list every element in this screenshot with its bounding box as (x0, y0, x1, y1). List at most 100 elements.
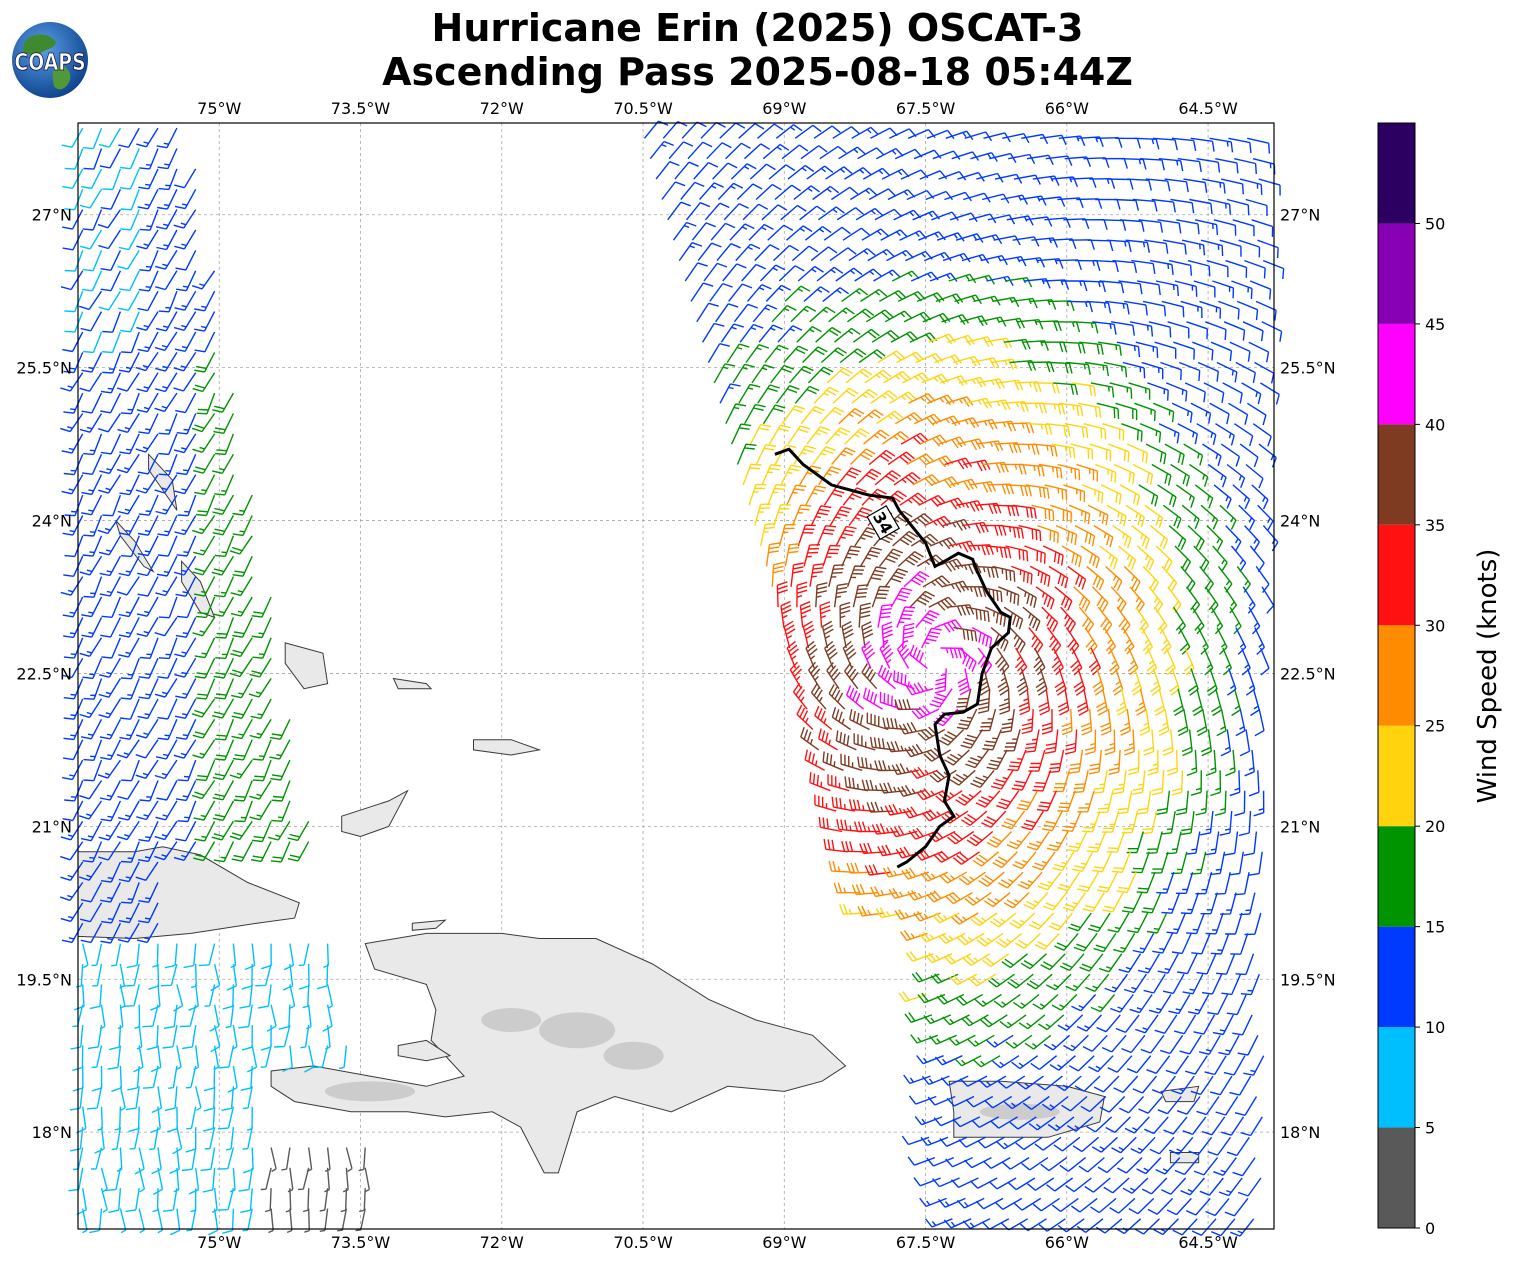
wind-barb (1007, 1177, 1036, 1191)
wind-barb (767, 224, 794, 241)
wind-barb (1186, 586, 1201, 614)
wind-barb (1168, 1136, 1194, 1155)
wind-barb (1079, 953, 1104, 972)
wind-barb (107, 1045, 122, 1070)
wind-barb (1124, 1116, 1150, 1134)
wind-barb (97, 515, 121, 535)
wind-barb (192, 555, 216, 576)
wind-barb (175, 576, 197, 597)
wind-barb (1061, 1095, 1088, 1112)
wind-barb (687, 141, 713, 160)
wind-barb (100, 861, 122, 883)
wind-barb (289, 984, 296, 1009)
terrain-shade (603, 1041, 664, 1070)
wind-barb (1076, 688, 1089, 716)
wind-barb (194, 331, 216, 353)
wind-barb (164, 1086, 178, 1112)
wind-barb (804, 749, 825, 771)
wind-barb (804, 485, 827, 506)
wind-barb (116, 739, 140, 759)
wind-barb (935, 790, 963, 804)
wind-barb (155, 576, 178, 597)
wind-barb (1191, 933, 1211, 955)
wind-barb (252, 759, 272, 782)
wind-barb (826, 661, 841, 690)
wind-barb (1240, 1116, 1263, 1137)
wind-barb (815, 326, 842, 343)
wind-barb (1152, 402, 1175, 423)
wind-barb (1065, 973, 1091, 992)
wind-barb (717, 182, 744, 200)
wind-barb (1156, 790, 1171, 815)
wind-barb (1231, 688, 1242, 717)
wind-barb (1157, 484, 1177, 508)
wind-barb (97, 209, 121, 229)
wind-barb (1068, 1055, 1095, 1072)
wind-barb (137, 841, 159, 863)
wind-barb (1174, 280, 1198, 297)
wind-barb (799, 205, 826, 221)
wind-barb (797, 265, 824, 282)
wind-barb (1127, 912, 1149, 934)
title-line-2: Ascending Pass 2025-08-18 05:44Z (382, 50, 1133, 94)
wind-barb (866, 712, 889, 731)
wind-barb (1148, 586, 1164, 614)
wind-barb (240, 1188, 253, 1214)
wind-barb (242, 1208, 253, 1232)
wind-barb (1045, 423, 1071, 437)
wind-barb (945, 1156, 973, 1168)
colorbar-tick-label: 20 (1425, 817, 1445, 836)
wind-barb (212, 515, 235, 536)
wind-barb (831, 796, 856, 812)
wind-barb (1131, 525, 1150, 549)
wind-barb (193, 800, 216, 821)
wind-barb (89, 1208, 103, 1234)
wind-barb (1060, 606, 1077, 633)
wind-barb (819, 406, 845, 425)
wind-barb (129, 1126, 140, 1150)
wind-barb (949, 973, 978, 986)
wind-barb (100, 617, 122, 638)
wind-barb (971, 1116, 1000, 1129)
wind-barb (302, 984, 310, 1009)
wind-barb (1001, 810, 1026, 830)
wind-barb (1046, 1177, 1074, 1192)
wind-barb (185, 1065, 197, 1089)
wind-barb (879, 782, 906, 794)
wind-barb (814, 705, 833, 731)
wind-barb (1138, 1096, 1163, 1114)
wind-barb (1210, 770, 1222, 797)
wind-barb (1082, 219, 1108, 230)
wind-barb (97, 413, 121, 433)
wind-barb (923, 251, 952, 262)
wind-barb (1108, 443, 1130, 463)
wind-barb (1115, 1014, 1140, 1033)
wind-barb (200, 1147, 216, 1172)
wind-barb (909, 644, 928, 669)
wind-barb (661, 181, 686, 200)
wind-barb (1082, 484, 1104, 504)
wind-barb (967, 1034, 995, 1047)
wind-barb (1096, 137, 1123, 148)
wind-barb (1177, 953, 1198, 975)
wind-barb (1109, 647, 1120, 676)
wind-barb (924, 1218, 953, 1228)
wind-barb (730, 423, 752, 445)
wind-barb (1061, 280, 1088, 292)
wind-barb (204, 1126, 216, 1150)
wind-barb (1067, 300, 1093, 313)
wind-barb (1171, 1075, 1195, 1095)
wind-barb (866, 801, 893, 813)
wind-barb (337, 1208, 348, 1232)
wind-barb (1157, 219, 1182, 234)
wind-barb (846, 862, 873, 874)
wind-barb (965, 749, 989, 769)
wind-barb (138, 1208, 145, 1234)
wind-barb (849, 448, 876, 465)
wind-barb (82, 535, 103, 557)
wind-barb (1067, 565, 1087, 590)
wind-barb (961, 1014, 989, 1027)
wind-barb (1165, 647, 1176, 676)
wind-barb (706, 142, 732, 160)
wind-barb (1220, 443, 1241, 467)
